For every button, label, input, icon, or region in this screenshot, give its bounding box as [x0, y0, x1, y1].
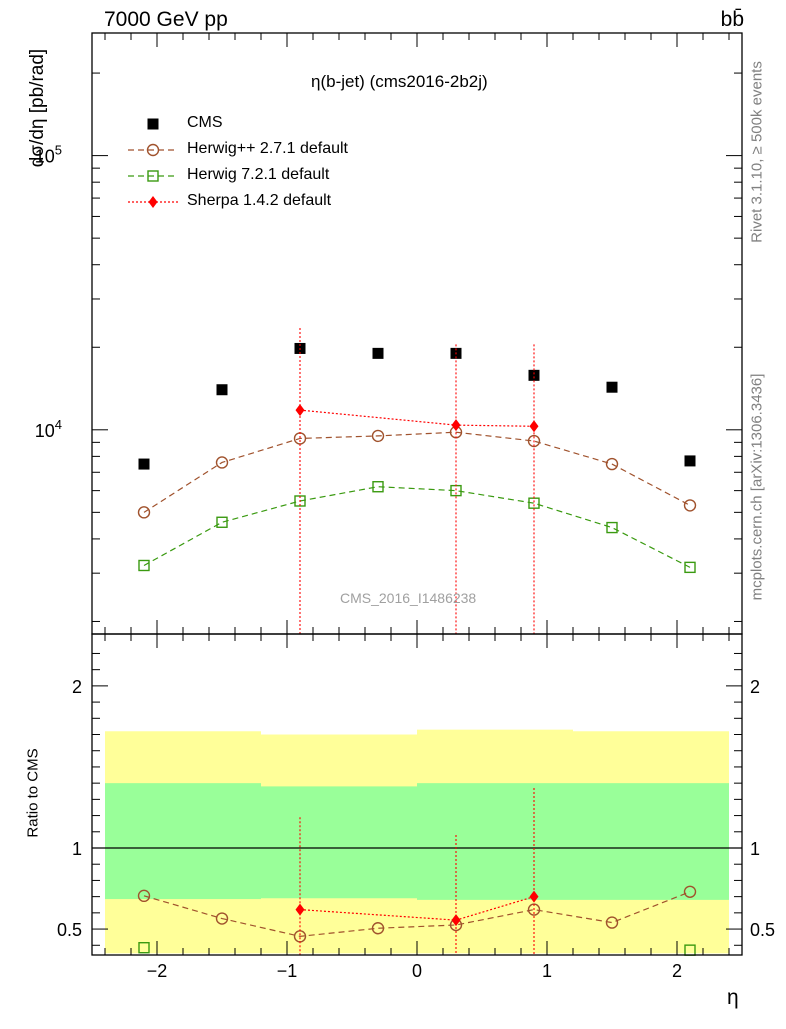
y-axis-label-ratio: Ratio to CMS	[24, 748, 42, 838]
data-point-sherpa	[295, 404, 305, 417]
data-point-herwigpp	[137, 506, 151, 519]
ratio-point-sherpa	[529, 890, 539, 903]
ratio-point-herwigpp	[683, 885, 697, 898]
ratio-y-tick-label-right: 2	[750, 677, 760, 697]
ratio-y-tick-label: 1	[72, 839, 82, 859]
legend-label-herwig7: Herwig 7.2.1 default	[187, 166, 330, 183]
data-point-herwigpp	[215, 456, 229, 469]
data-point-cms	[606, 381, 618, 393]
data-point-cms	[528, 369, 540, 381]
process-label: bb̄	[720, 8, 744, 31]
ratio-point-herwig7	[138, 942, 150, 954]
ratio-inner-band	[573, 783, 729, 900]
x-tick-label: 2	[672, 961, 682, 981]
ratio-point-sherpa	[295, 903, 305, 916]
x-tick-label: −2	[147, 961, 168, 981]
series-line-herwig7	[143, 486, 691, 568]
rivet-label: Rivet 3.1.10, ≥ 500k events	[748, 61, 766, 243]
x-axis-label: η	[727, 986, 739, 1009]
legend-label-herwigpp: Herwig++ 2.7.1 default	[187, 140, 348, 157]
main-title: η(b-jet) (cms2016-2b2j)	[311, 72, 488, 91]
data-point-herwig7	[606, 521, 618, 534]
ratio-point-herwigpp	[137, 889, 151, 903]
ratio-y-tick-label-right: 0.5	[750, 920, 775, 940]
ratio-point-herwigpp	[215, 912, 229, 925]
data-point-cms	[216, 384, 228, 396]
legend-marker-herwigpp	[146, 143, 160, 157]
ratio-y-tick-label: 2	[72, 677, 82, 697]
data-point-sherpa	[529, 420, 539, 433]
ratio-point-herwigpp	[371, 922, 385, 935]
data-point-cms	[138, 458, 150, 470]
ratio-inner-band	[417, 783, 573, 900]
data-point-herwigpp	[371, 429, 385, 443]
x-tick-label: −1	[277, 961, 298, 981]
legend-marker-sherpa	[148, 196, 158, 208]
legend-marker-cms	[147, 118, 159, 130]
ratio-y-tick-label: 0.5	[57, 920, 82, 940]
series-line-herwigpp	[143, 431, 691, 513]
ratio-y-tick-label-right: 1	[750, 839, 760, 859]
data-point-herwig7	[684, 561, 696, 574]
ratio-inner-band	[261, 786, 417, 899]
legend-label-sherpa: Sherpa 1.4.2 default	[187, 192, 332, 209]
data-point-herwigpp	[605, 457, 619, 471]
y-axis-label-main: dσ/dη [pb/rad]	[27, 48, 48, 168]
mcplots-label: mcplots.cern.ch [arXiv:1306.3436]	[748, 373, 766, 601]
data-point-herwig7	[216, 516, 228, 528]
data-point-herwig7	[372, 481, 384, 493]
data-point-herwig7	[138, 559, 150, 572]
data-point-herwigpp	[683, 499, 697, 512]
ratio-point-herwigpp	[605, 916, 619, 929]
ratio-point-sherpa	[451, 914, 461, 927]
data-point-herwigpp	[527, 434, 541, 448]
y-tick-label: 105	[35, 143, 62, 167]
data-point-cms	[684, 455, 696, 467]
y-tick-label: 104	[35, 417, 62, 441]
watermark-label: CMS_2016_I1486238	[340, 590, 477, 606]
x-tick-label: 1	[542, 961, 552, 981]
legend-label-cms: CMS	[187, 114, 223, 131]
ratio-line-herwigpp	[143, 891, 691, 937]
ratio-inner-band	[105, 783, 261, 900]
data-point-cms	[372, 347, 384, 359]
series-line-sherpa	[299, 409, 535, 427]
legend-marker-herwig7	[147, 170, 159, 182]
data-point-sherpa	[451, 419, 461, 432]
energy-label: 7000 GeV pp	[104, 8, 228, 31]
x-tick-label: 0	[412, 961, 422, 981]
